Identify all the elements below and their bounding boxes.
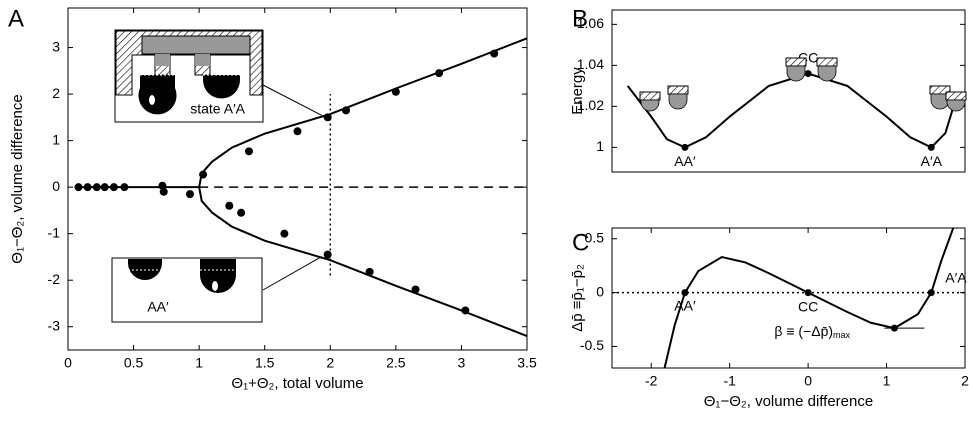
plot-area [612,228,965,368]
pointer [262,84,322,116]
inset-aa-prime: AA′ [111,257,263,323]
data-point [237,208,246,217]
x-tick-label: 2 [961,373,969,389]
y-tick-label: -2 [48,271,61,287]
data-point [159,187,168,196]
point-label: A′A [921,153,943,169]
y-axis-label: Θ₁−Θ₂, volume difference [9,94,26,263]
plot-area [626,72,959,149]
droplet [138,75,177,115]
x-tick-label: 1 [195,355,203,371]
y-axis-label: Δp̄ ≡p̄₁−p̄₂ [569,264,586,332]
icon-drop [946,99,966,112]
plot-area [74,37,527,337]
y-tick-label: 0 [52,178,60,194]
data-point [185,190,194,199]
data-point [323,250,332,259]
droplet [200,259,236,293]
y-tick-label: 3 [52,38,60,54]
data-point [225,201,234,210]
icon-drop [786,65,806,82]
icon-drop [640,99,660,112]
icon-drop [668,93,688,110]
marked-point [804,70,812,78]
plot-frame [67,7,528,351]
inset-label: AA′ [147,299,169,315]
inset-label: state A′A [190,101,245,117]
icon-cap [785,57,807,67]
y-tick-label: 1.04 [577,56,604,72]
x-tick-label: 1 [883,373,891,389]
x-tick-label: 1.5 [255,355,275,371]
y-axis-label: Energy [569,67,586,115]
gray-block [141,35,251,55]
x-tick-label: 0 [64,355,72,371]
curve [198,37,527,188]
panel-letter: C [572,229,589,256]
marked-point [927,143,935,151]
panel-letter: A [8,5,24,32]
point-label: AA′ [674,153,696,169]
annotation-subscript: max [833,331,851,341]
y-tick-label: 1.02 [577,97,604,113]
marked-point [804,289,812,297]
icon-cap [945,91,967,101]
plot-frame [611,9,966,173]
data-point [244,147,253,156]
icon-cap [639,91,661,101]
y-tick-label: -1 [48,224,61,240]
gray-block [155,54,170,66]
icon-cap [667,85,689,95]
x-tick-label: -2 [645,373,658,389]
panel-letter: B [572,5,588,32]
point-label: A′A [945,269,967,285]
y-tick-label: 2 [52,85,60,101]
y-tick-label: 1 [596,138,604,154]
curve [198,186,527,337]
x-tick-label: 0.5 [124,355,144,371]
annotation-text: β ≡ (−Δp̄) [774,323,833,339]
y-tick-label: 1 [52,131,60,147]
icon-drop [817,65,837,82]
curve [626,72,959,149]
y-tick-label: 1.06 [577,15,604,31]
x-tick-label: 3.5 [517,355,537,371]
data-point [280,229,289,238]
x-tick-label: 2.5 [386,355,406,371]
x-tick-label: 2 [326,355,334,371]
point-label: AA′ [674,297,696,313]
x-axis-label: Θ₁−Θ₂, volume difference [704,393,873,410]
annotation: β ≡ (−Δp̄)max [774,323,850,341]
pointer [262,256,322,291]
x-tick-label: 3 [458,355,466,371]
inset-state-a-prime-a: state A′A [114,29,264,123]
bubble [149,95,155,105]
point-label: CC [798,298,818,314]
droplet [203,75,240,99]
y-tick-label: -3 [48,317,61,333]
marked-point [681,289,689,297]
data-point [293,127,302,136]
icon-cap [816,57,838,67]
x-tick-label: -1 [723,373,736,389]
marked-point [681,143,689,151]
y-tick-label: -0.5 [580,337,604,353]
y-tick-label: 0 [596,283,604,299]
plot-frame [611,227,966,369]
bubble [212,281,218,291]
x-tick-label: 0 [804,373,812,389]
y-tick-label: 0.5 [585,229,605,245]
marked-point [927,289,935,297]
x-axis-label: Θ₁+Θ₂, total volume [231,375,363,392]
gray-block [195,54,210,66]
